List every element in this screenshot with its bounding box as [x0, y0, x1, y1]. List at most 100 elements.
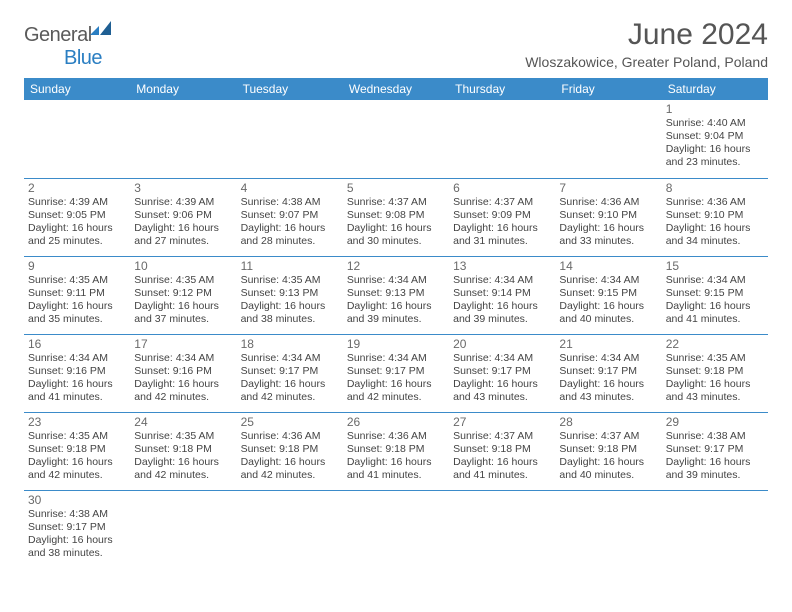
weekday-header: Friday: [555, 78, 661, 100]
day-info: Sunrise: 4:37 AMSunset: 9:09 PMDaylight:…: [453, 196, 551, 249]
daylight-line1: Daylight: 16 hours: [453, 222, 551, 235]
sunset-text: Sunset: 9:18 PM: [28, 443, 126, 456]
sunset-text: Sunset: 9:17 PM: [28, 521, 126, 534]
calendar-week-row: 1Sunrise: 4:40 AMSunset: 9:04 PMDaylight…: [24, 100, 768, 178]
daylight-line2: and 38 minutes.: [241, 313, 339, 326]
day-info: Sunrise: 4:34 AMSunset: 9:13 PMDaylight:…: [347, 274, 445, 327]
daylight-line2: and 43 minutes.: [453, 391, 551, 404]
daylight-line2: and 43 minutes.: [559, 391, 657, 404]
day-number: 13: [453, 259, 551, 273]
day-number: 28: [559, 415, 657, 429]
day-info: Sunrise: 4:35 AMSunset: 9:18 PMDaylight:…: [28, 430, 126, 483]
brand-part2: Blue: [64, 47, 102, 69]
day-number: 6: [453, 181, 551, 195]
sunset-text: Sunset: 9:07 PM: [241, 209, 339, 222]
daylight-line1: Daylight: 16 hours: [347, 378, 445, 391]
weekday-header: Tuesday: [237, 78, 343, 100]
daylight-line1: Daylight: 16 hours: [666, 300, 764, 313]
sunrise-text: Sunrise: 4:38 AM: [666, 430, 764, 443]
day-number: 5: [347, 181, 445, 195]
daylight-line2: and 38 minutes.: [28, 547, 126, 560]
calendar-table: SundayMondayTuesdayWednesdayThursdayFrid…: [24, 78, 768, 568]
sunrise-text: Sunrise: 4:39 AM: [134, 196, 232, 209]
day-number: 23: [28, 415, 126, 429]
calendar-week-row: 23Sunrise: 4:35 AMSunset: 9:18 PMDayligh…: [24, 412, 768, 490]
day-number: 3: [134, 181, 232, 195]
calendar-day-cell: 28Sunrise: 4:37 AMSunset: 9:18 PMDayligh…: [555, 412, 661, 490]
brand-mark-icon: [90, 18, 112, 41]
weekday-header: Sunday: [24, 78, 130, 100]
day-number: 1: [666, 102, 764, 116]
day-info: Sunrise: 4:34 AMSunset: 9:17 PMDaylight:…: [241, 352, 339, 405]
daylight-line1: Daylight: 16 hours: [28, 378, 126, 391]
sunrise-text: Sunrise: 4:34 AM: [453, 352, 551, 365]
daylight-line2: and 31 minutes.: [453, 235, 551, 248]
daylight-line2: and 25 minutes.: [28, 235, 126, 248]
day-number: 2: [28, 181, 126, 195]
calendar-day-cell: 17Sunrise: 4:34 AMSunset: 9:16 PMDayligh…: [130, 334, 236, 412]
daylight-line1: Daylight: 16 hours: [559, 378, 657, 391]
daylight-line2: and 39 minutes.: [347, 313, 445, 326]
weekday-header: Monday: [130, 78, 236, 100]
daylight-line1: Daylight: 16 hours: [241, 222, 339, 235]
day-info: Sunrise: 4:34 AMSunset: 9:14 PMDaylight:…: [453, 274, 551, 327]
sunset-text: Sunset: 9:09 PM: [453, 209, 551, 222]
day-number: 9: [28, 259, 126, 273]
calendar-empty-cell: [343, 100, 449, 178]
calendar-day-cell: 26Sunrise: 4:36 AMSunset: 9:18 PMDayligh…: [343, 412, 449, 490]
calendar-day-cell: 8Sunrise: 4:36 AMSunset: 9:10 PMDaylight…: [662, 178, 768, 256]
calendar-empty-cell: [343, 490, 449, 568]
day-info: Sunrise: 4:34 AMSunset: 9:15 PMDaylight:…: [559, 274, 657, 327]
calendar-empty-cell: [24, 100, 130, 178]
day-number: 4: [241, 181, 339, 195]
day-info: Sunrise: 4:37 AMSunset: 9:18 PMDaylight:…: [453, 430, 551, 483]
daylight-line2: and 23 minutes.: [666, 156, 764, 169]
calendar-week-row: 16Sunrise: 4:34 AMSunset: 9:16 PMDayligh…: [24, 334, 768, 412]
calendar-day-cell: 14Sunrise: 4:34 AMSunset: 9:15 PMDayligh…: [555, 256, 661, 334]
calendar-day-cell: 7Sunrise: 4:36 AMSunset: 9:10 PMDaylight…: [555, 178, 661, 256]
calendar-day-cell: 30Sunrise: 4:38 AMSunset: 9:17 PMDayligh…: [24, 490, 130, 568]
sunrise-text: Sunrise: 4:34 AM: [347, 352, 445, 365]
daylight-line2: and 30 minutes.: [347, 235, 445, 248]
sunrise-text: Sunrise: 4:35 AM: [241, 274, 339, 287]
day-info: Sunrise: 4:39 AMSunset: 9:06 PMDaylight:…: [134, 196, 232, 249]
calendar-day-cell: 10Sunrise: 4:35 AMSunset: 9:12 PMDayligh…: [130, 256, 236, 334]
calendar-empty-cell: [237, 100, 343, 178]
sunset-text: Sunset: 9:16 PM: [134, 365, 232, 378]
calendar-day-cell: 20Sunrise: 4:34 AMSunset: 9:17 PMDayligh…: [449, 334, 555, 412]
sunrise-text: Sunrise: 4:37 AM: [453, 430, 551, 443]
day-info: Sunrise: 4:35 AMSunset: 9:11 PMDaylight:…: [28, 274, 126, 327]
day-info: Sunrise: 4:38 AMSunset: 9:17 PMDaylight:…: [28, 508, 126, 561]
calendar-week-row: 9Sunrise: 4:35 AMSunset: 9:11 PMDaylight…: [24, 256, 768, 334]
day-info: Sunrise: 4:36 AMSunset: 9:18 PMDaylight:…: [347, 430, 445, 483]
day-number: 20: [453, 337, 551, 351]
sunset-text: Sunset: 9:18 PM: [241, 443, 339, 456]
calendar-empty-cell: [555, 100, 661, 178]
day-number: 10: [134, 259, 232, 273]
day-info: Sunrise: 4:35 AMSunset: 9:18 PMDaylight:…: [666, 352, 764, 405]
sunset-text: Sunset: 9:18 PM: [559, 443, 657, 456]
daylight-line2: and 27 minutes.: [134, 235, 232, 248]
weekday-header: Saturday: [662, 78, 768, 100]
calendar-day-cell: 19Sunrise: 4:34 AMSunset: 9:17 PMDayligh…: [343, 334, 449, 412]
sunrise-text: Sunrise: 4:34 AM: [134, 352, 232, 365]
daylight-line1: Daylight: 16 hours: [134, 378, 232, 391]
sunrise-text: Sunrise: 4:34 AM: [28, 352, 126, 365]
sunrise-text: Sunrise: 4:35 AM: [134, 430, 232, 443]
daylight-line1: Daylight: 16 hours: [559, 300, 657, 313]
daylight-line1: Daylight: 16 hours: [666, 143, 764, 156]
calendar-empty-cell: [555, 490, 661, 568]
daylight-line1: Daylight: 16 hours: [134, 222, 232, 235]
calendar-day-cell: 3Sunrise: 4:39 AMSunset: 9:06 PMDaylight…: [130, 178, 236, 256]
day-info: Sunrise: 4:36 AMSunset: 9:18 PMDaylight:…: [241, 430, 339, 483]
weekday-header: Thursday: [449, 78, 555, 100]
day-info: Sunrise: 4:34 AMSunset: 9:16 PMDaylight:…: [28, 352, 126, 405]
calendar-day-cell: 6Sunrise: 4:37 AMSunset: 9:09 PMDaylight…: [449, 178, 555, 256]
sunrise-text: Sunrise: 4:34 AM: [559, 274, 657, 287]
sunrise-text: Sunrise: 4:37 AM: [559, 430, 657, 443]
brand-part1: General: [24, 24, 92, 46]
day-info: Sunrise: 4:38 AMSunset: 9:07 PMDaylight:…: [241, 196, 339, 249]
daylight-line1: Daylight: 16 hours: [559, 222, 657, 235]
sunrise-text: Sunrise: 4:34 AM: [241, 352, 339, 365]
sunset-text: Sunset: 9:17 PM: [347, 365, 445, 378]
